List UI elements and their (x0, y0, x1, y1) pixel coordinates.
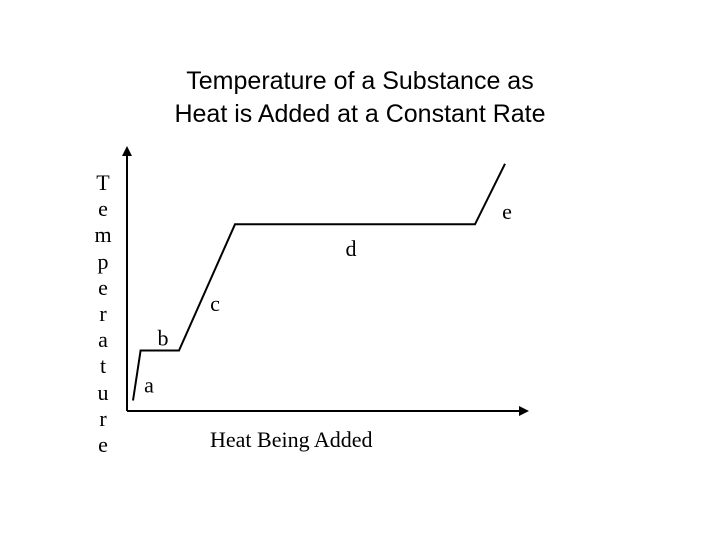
chart-title-line-1: Temperature of a Substance as (186, 67, 534, 95)
y-axis-label-letter: r (99, 301, 107, 327)
segment-label-e: e (502, 199, 512, 224)
segment-label-c: c (210, 291, 220, 316)
y-axis-label-letter: m (94, 222, 112, 248)
y-axis-label-letter: e (98, 196, 108, 222)
y-axis-label-letter: u (97, 379, 109, 405)
y-axis-label-letter: a (98, 327, 108, 353)
x-axis-label: Heat Being Added (210, 427, 373, 452)
y-axis-label-letter: t (99, 353, 107, 379)
segment-label-b: b (158, 325, 169, 350)
segment-label-a: a (144, 373, 154, 398)
y-axis-label-letter: e (98, 274, 108, 300)
y-axis-label-letter: e (98, 432, 108, 458)
segment-label-d: d (346, 236, 357, 261)
chart-title-line-2: Heat is Added at a Constant Rate (174, 100, 546, 128)
y-axis-label-letter: p (97, 248, 109, 274)
heating-curve-line (132, 163, 506, 401)
y-axis-label-letter: T (96, 170, 110, 195)
y-axis-label-letter: r (99, 405, 107, 431)
